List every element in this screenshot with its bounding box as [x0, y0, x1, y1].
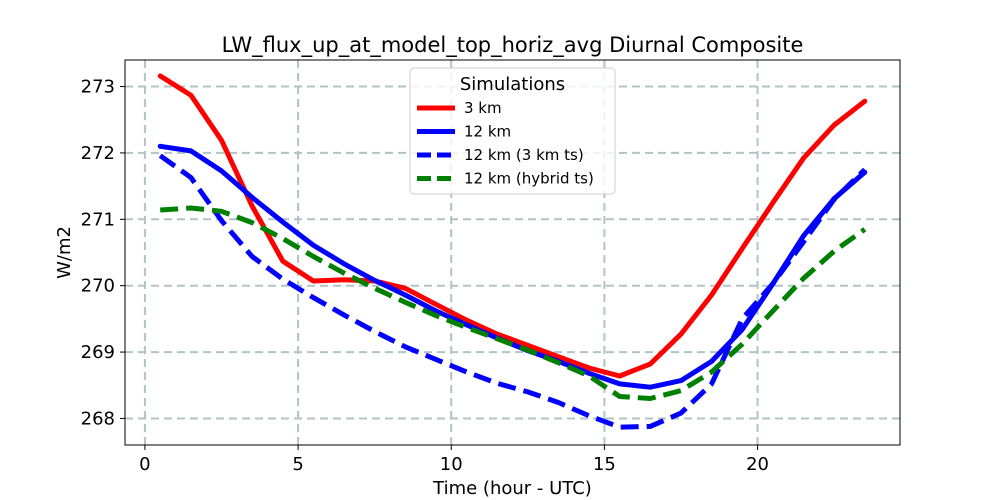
axis-ticks: 0 5 10 15 20 268 269 270 271 272 273 [81, 77, 769, 475]
x-tick-label: 10 [440, 454, 463, 475]
y-tick-label: 269 [81, 342, 115, 363]
series-line-1 [157, 143, 868, 390]
y-tick-label: 271 [81, 209, 115, 230]
legend-items: 3 km 12 km 12 km (3 km ts) 12 km (hybrid ts… [417, 99, 594, 188]
chart-title: LW_flux_up_at_model_top_horiz_avg Diurna… [222, 33, 804, 58]
x-tick-label: 5 [292, 454, 303, 475]
legend-label: 3 km [464, 99, 502, 117]
x-tick-label: 0 [139, 454, 150, 475]
y-tick-label: 270 [81, 276, 115, 297]
legend-title: Simulations [460, 74, 565, 95]
legend: Simulations 3 km 12 km 12 km (3 km ts) 12 k… [409, 67, 616, 195]
y-tick-label: 272 [81, 143, 115, 164]
y-tick-label: 268 [81, 408, 115, 429]
x-tick-label: 20 [746, 454, 769, 475]
x-tick-label: 15 [593, 454, 616, 475]
y-axis-label: W/m2 [54, 226, 75, 279]
y-tick-label: 273 [81, 77, 115, 98]
legend-label: 12 km (hybrid ts) [464, 170, 594, 188]
legend-label: 12 km (3 km ts) [464, 146, 584, 164]
series-line-0 [157, 73, 868, 379]
series-line-2 [158, 153, 867, 430]
series-layer [157, 73, 868, 430]
legend-box [409, 67, 616, 195]
legend-label: 12 km [464, 123, 511, 141]
plot-frame [124, 59, 901, 446]
x-axis-label: Time (hour - UTC) [432, 478, 592, 499]
